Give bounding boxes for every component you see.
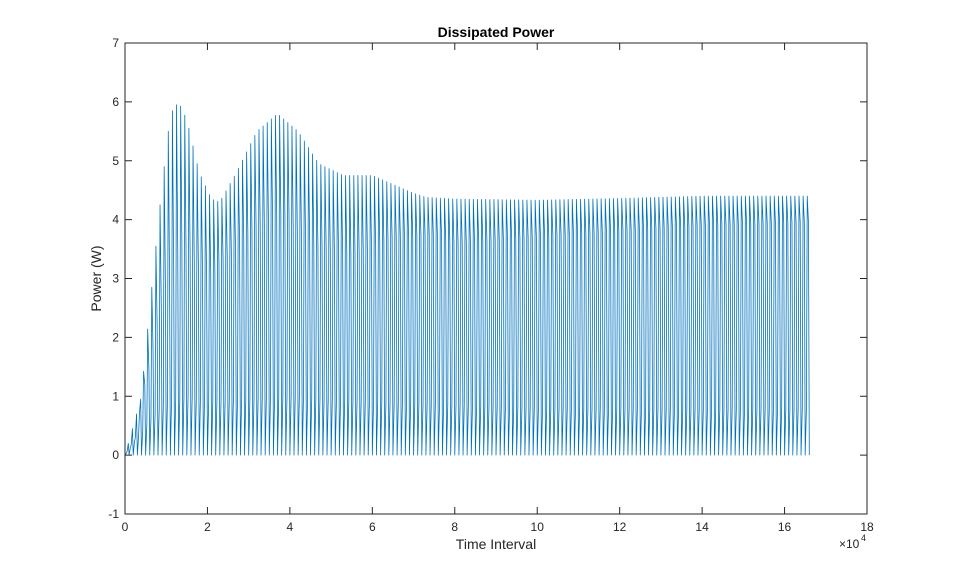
- y-tick-label: 7: [112, 36, 119, 50]
- x-tick-label: 14: [695, 520, 709, 534]
- y-tick-label: 1: [112, 389, 119, 403]
- y-tick-label: 2: [112, 330, 119, 344]
- x-exponent-base: ×10: [839, 537, 860, 551]
- x-tick-label: 16: [778, 520, 792, 534]
- y-axis-label: Power (W): [88, 245, 104, 311]
- x-exponent-power: 4: [861, 533, 866, 543]
- x-exponent-label: ×10 4: [839, 533, 866, 551]
- x-tick-label: 8: [451, 520, 458, 534]
- y-tick-label: 5: [112, 154, 119, 168]
- series-line-1: [124, 104, 810, 456]
- x-tick-label: 10: [531, 520, 545, 534]
- y-tick-label: -1: [108, 507, 119, 521]
- y-tick-label: 4: [112, 213, 119, 227]
- x-tick-label: 0: [122, 520, 129, 534]
- x-tick-label: 6: [369, 520, 376, 534]
- y-tick-label: 3: [112, 272, 119, 286]
- y-tick-label: 6: [112, 95, 119, 109]
- x-tick-label: 2: [204, 520, 211, 534]
- x-tick-label: 18: [860, 520, 874, 534]
- series-layer: [124, 104, 810, 456]
- x-tick-label: 4: [287, 520, 294, 534]
- chart-title: Dissipated Power: [438, 24, 555, 40]
- y-tick-label: 0: [112, 448, 119, 462]
- x-tick-label: 12: [613, 520, 627, 534]
- x-axis-label: Time Interval: [456, 536, 536, 552]
